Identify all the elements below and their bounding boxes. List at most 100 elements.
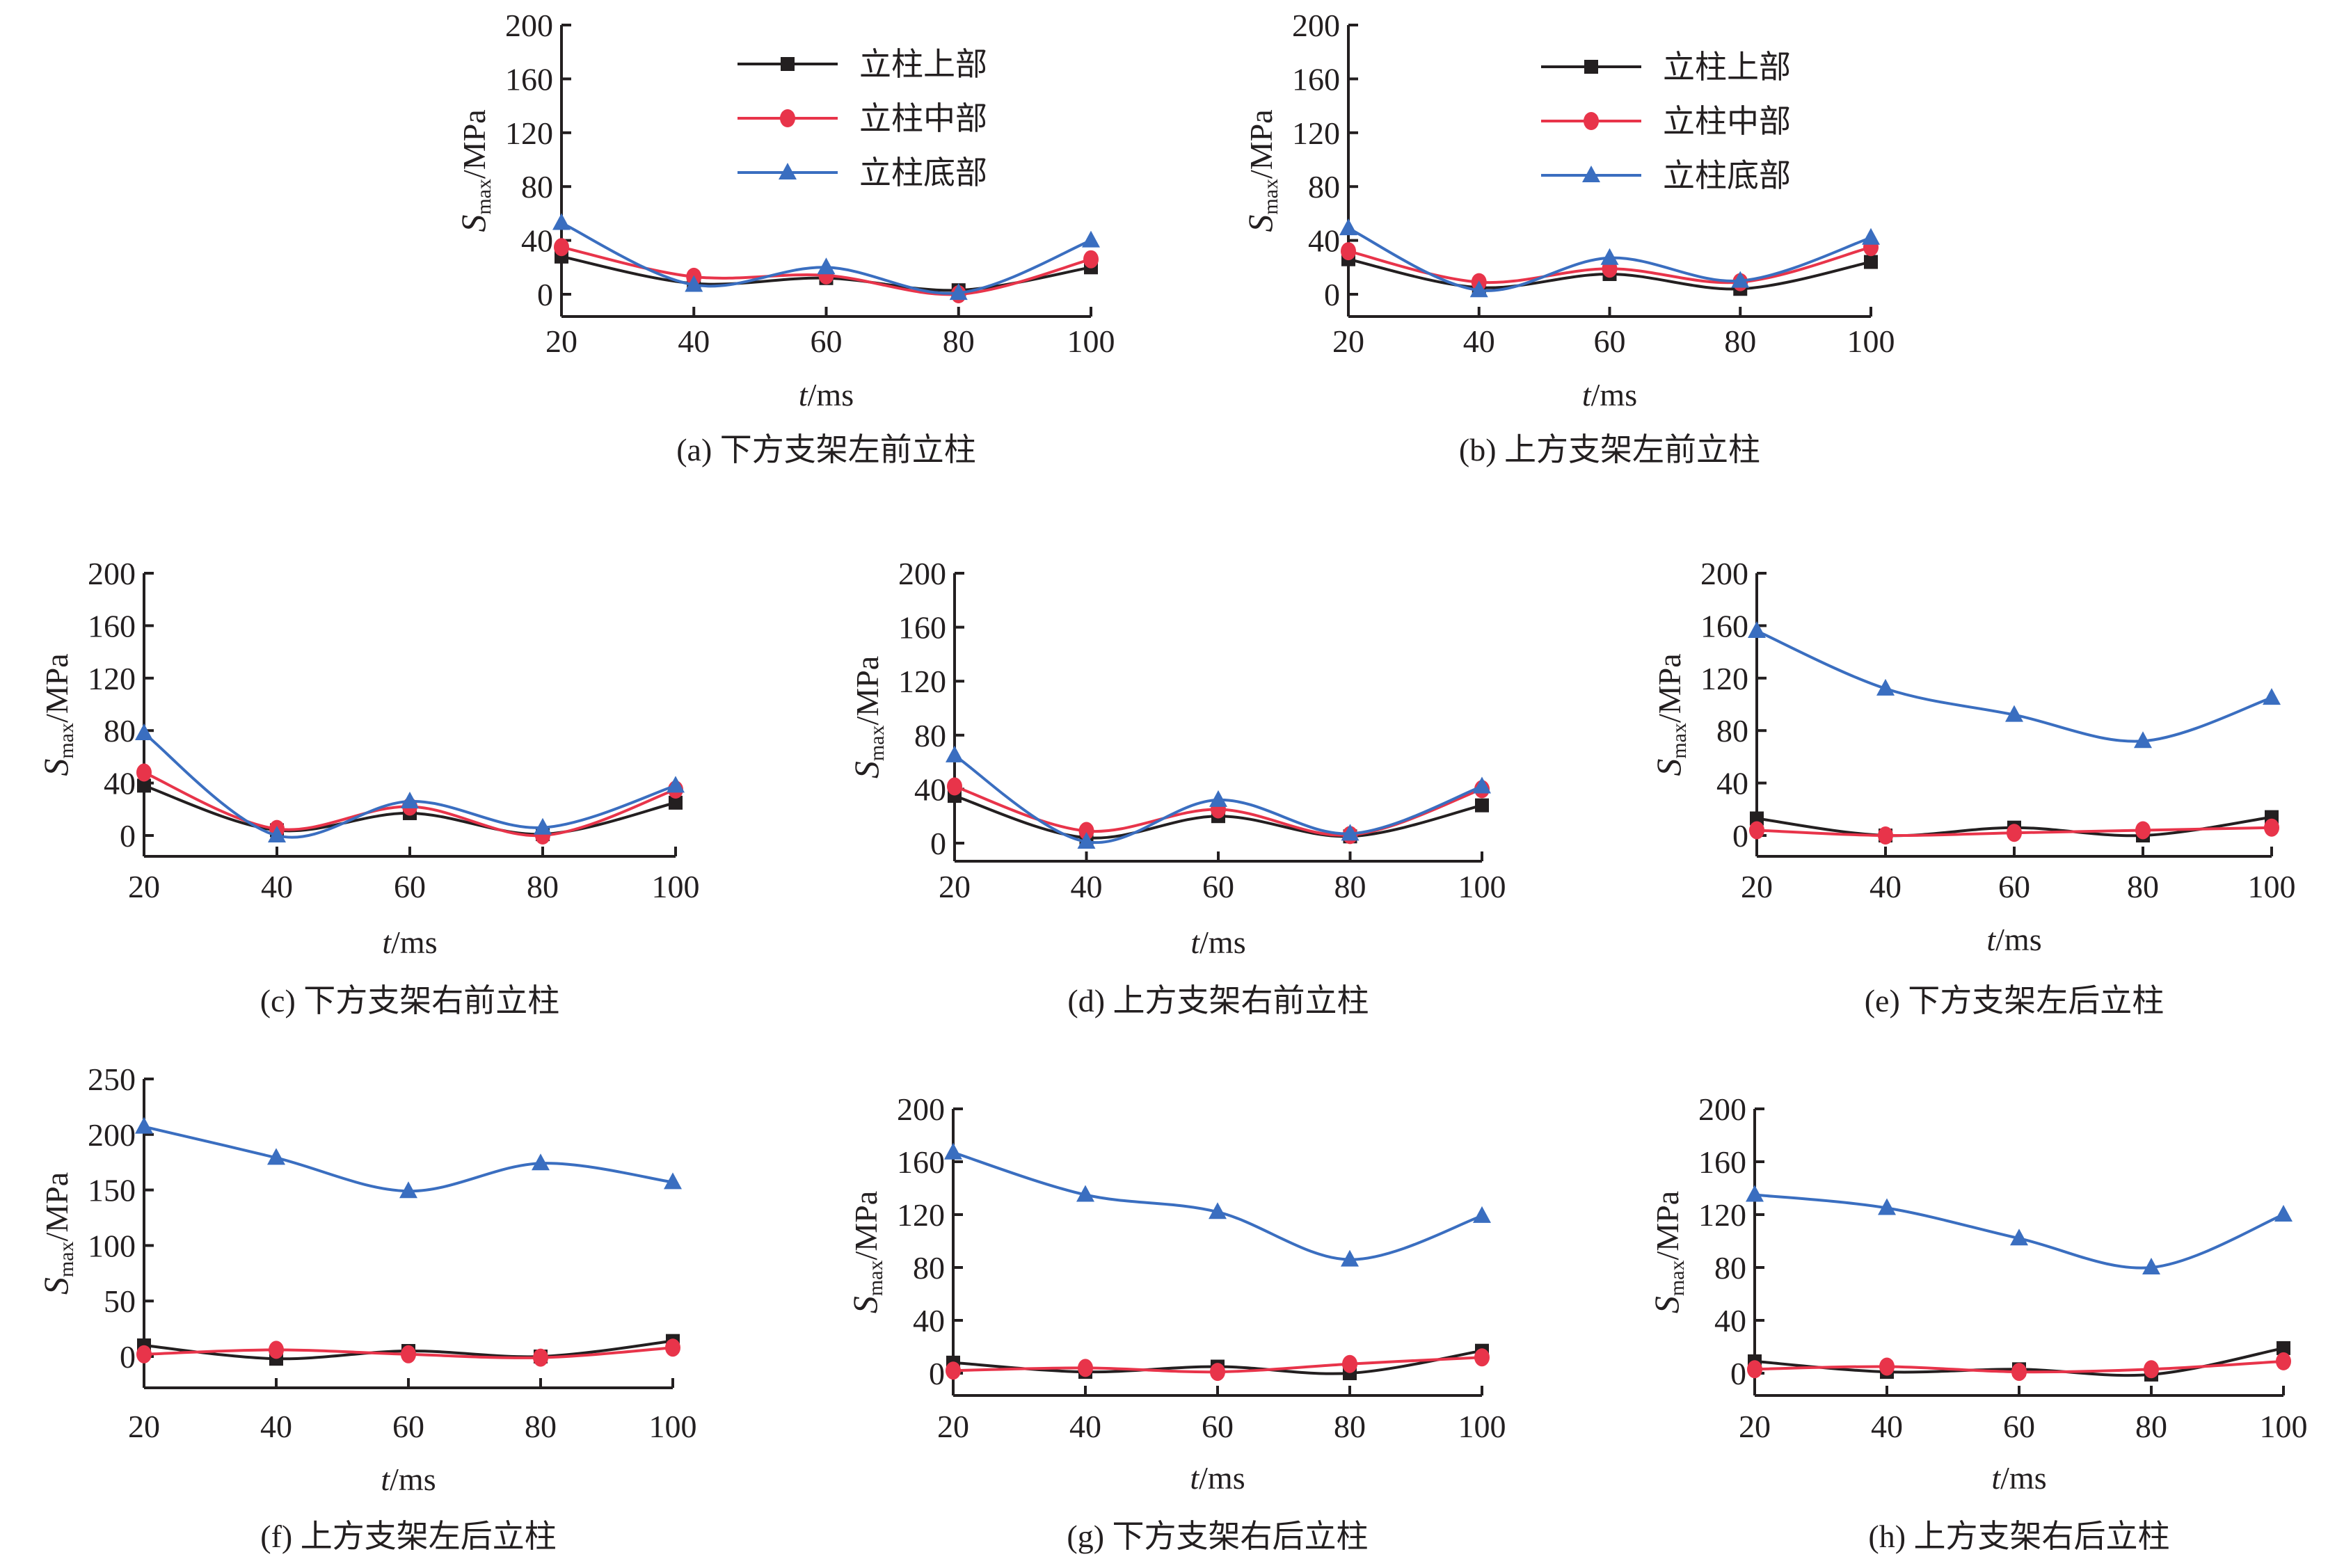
data-point xyxy=(1209,1202,1227,1219)
y-tick-label: 0 xyxy=(537,277,553,312)
x-tick-label: 80 xyxy=(1334,869,1366,904)
legend-entry: 立柱底部 xyxy=(1541,157,1791,194)
y-axis-title: Smax/MPa xyxy=(845,1191,887,1313)
series-circle xyxy=(1747,1352,2291,1382)
chart-panel-d: 0 40 80 120 160 200 20 40 60 80 100 t/ms Smax/MPa (d)… xyxy=(847,556,1506,1018)
x-axis-title: t/ms xyxy=(1986,922,2041,957)
data-point xyxy=(1341,242,1356,261)
x-axis-title: t/ms xyxy=(382,925,437,960)
data-point xyxy=(2264,818,2279,837)
x-tick-label: 100 xyxy=(2260,1409,2308,1444)
data-point xyxy=(1747,1360,1762,1379)
legend-entry: 立柱底部 xyxy=(738,154,987,191)
x-tick-label: 100 xyxy=(1458,1409,1506,1444)
y-tick-label: 160 xyxy=(1292,61,1340,97)
legend-marker xyxy=(781,57,795,71)
data-point xyxy=(1879,1357,1895,1376)
y-tick-label: 160 xyxy=(897,1144,945,1180)
y-tick-label: 0 xyxy=(1732,818,1748,854)
y-tick-label: 80 xyxy=(521,169,553,205)
x-axis-title: t/ms xyxy=(381,1462,436,1497)
x-tick-label: 80 xyxy=(525,1409,557,1444)
x-tick-label: 60 xyxy=(1998,869,2030,904)
y-tick-label: 160 xyxy=(1698,1144,1746,1180)
y-tick-label: 120 xyxy=(88,661,136,696)
chart-caption: (g) 下方支架右后立柱 xyxy=(1067,1519,1368,1554)
y-tick-label: 40 xyxy=(1308,223,1340,259)
legend-label: 立柱中部 xyxy=(1663,102,1791,140)
x-tick-label: 60 xyxy=(2003,1409,2035,1444)
x-axis-title: t/ms xyxy=(1190,925,1245,960)
data-point xyxy=(1078,1359,1093,1377)
data-point xyxy=(1878,1198,1896,1215)
x-axis-title: t/ms xyxy=(1991,1460,2046,1496)
data-point xyxy=(685,275,703,292)
legend-marker xyxy=(1582,166,1600,182)
data-point xyxy=(1078,822,1094,840)
series-circle xyxy=(136,1338,680,1367)
data-point xyxy=(1731,271,1750,288)
x-tick-label: 100 xyxy=(652,869,700,904)
legend-marker xyxy=(779,163,797,179)
data-point xyxy=(1749,821,1764,840)
chart-caption: (c) 下方支架右前立柱 xyxy=(260,983,560,1018)
legend-entry: 立柱上部 xyxy=(1541,48,1791,86)
data-point xyxy=(1600,248,1619,265)
y-tick-label: 200 xyxy=(1700,556,1748,591)
x-tick-label: 40 xyxy=(1463,323,1495,359)
y-tick-label: 160 xyxy=(88,608,136,643)
y-tick-label: 120 xyxy=(898,664,946,699)
x-tick-label: 80 xyxy=(2127,869,2159,904)
y-tick-label: 200 xyxy=(1292,8,1340,43)
x-tick-label: 80 xyxy=(2135,1409,2167,1444)
y-tick-label: 80 xyxy=(104,713,136,749)
data-point xyxy=(665,1338,680,1357)
y-tick-label: 40 xyxy=(914,771,946,807)
legend-label: 立柱底部 xyxy=(1663,157,1791,194)
chart-panel-c: 0 40 80 120 160 200 20 40 60 80 100 t/ms Smax/MPa (c)… xyxy=(36,556,700,1018)
x-tick-label: 40 xyxy=(678,323,710,359)
x-tick-label: 60 xyxy=(392,1409,424,1444)
data-point xyxy=(1469,280,1488,298)
legend-entry: 立柱中部 xyxy=(1541,102,1791,140)
y-tick-label: 0 xyxy=(1324,277,1340,312)
series-circle xyxy=(1749,818,2279,845)
series-triangle xyxy=(1339,218,1880,298)
data-point xyxy=(2007,824,2022,842)
data-point xyxy=(946,1361,961,1380)
data-point xyxy=(2134,731,2152,749)
y-tick-label: 200 xyxy=(1698,1091,1746,1127)
x-tick-label: 100 xyxy=(649,1409,697,1444)
data-point xyxy=(1862,227,1880,245)
series-triangle xyxy=(1746,1185,2293,1274)
x-tick-label: 60 xyxy=(1202,869,1234,904)
y-tick-label: 250 xyxy=(88,1062,136,1097)
y-tick-label: 80 xyxy=(1714,1250,1746,1286)
series-triangle xyxy=(135,723,685,842)
legend-label: 立柱上部 xyxy=(859,45,987,83)
y-tick-label: 200 xyxy=(897,1091,945,1127)
x-tick-label: 80 xyxy=(527,869,559,904)
data-point xyxy=(137,778,151,793)
data-point xyxy=(817,257,836,275)
y-tick-label: 80 xyxy=(913,1250,945,1286)
y-tick-label: 200 xyxy=(505,8,553,43)
data-point xyxy=(2010,1229,2028,1246)
y-tick-label: 120 xyxy=(1292,115,1340,151)
data-point xyxy=(1474,1348,1490,1367)
x-tick-label: 60 xyxy=(1594,323,1626,359)
data-point xyxy=(1210,1363,1225,1382)
x-tick-label: 20 xyxy=(939,869,971,904)
x-tick-label: 40 xyxy=(1871,1409,1903,1444)
series-triangle xyxy=(1748,621,2281,749)
y-tick-label: 0 xyxy=(120,1339,136,1375)
y-tick-label: 40 xyxy=(521,223,553,259)
x-tick-label: 100 xyxy=(2248,869,2296,904)
x-tick-label: 80 xyxy=(943,323,975,359)
y-tick-label: 50 xyxy=(104,1283,136,1319)
data-point xyxy=(2276,1352,2291,1370)
data-point xyxy=(1076,1185,1094,1202)
legend-marker xyxy=(780,109,795,127)
data-point xyxy=(552,213,571,230)
